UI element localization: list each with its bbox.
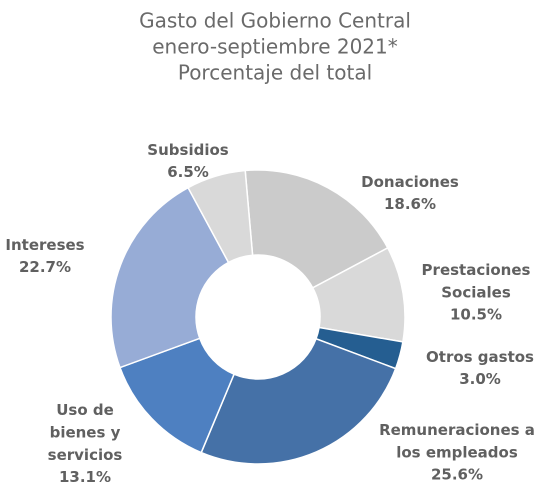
slice (110, 186, 230, 369)
label-line: Uso de (56, 401, 114, 419)
slice-label: Otros gastos (426, 348, 534, 366)
value-label: 25.6% (431, 466, 483, 484)
label-line: Donaciones (361, 173, 459, 191)
label-line: Intereses (5, 236, 84, 254)
value-label: 13.1% (59, 468, 111, 485)
value-label: 3.0% (459, 370, 501, 388)
chart-title: Gasto del Gobierno Central (139, 9, 411, 33)
slice (244, 169, 389, 289)
slice-label: Intereses (5, 236, 84, 254)
label-line: bienes y (50, 423, 121, 441)
chart-title: Porcentaje del total (178, 61, 372, 85)
label-line: los empleados (396, 443, 518, 461)
slice-label: Uso de bienes y servicios (48, 401, 123, 464)
label-line: Prestaciones (422, 261, 531, 279)
value-label: 10.5% (450, 306, 502, 324)
slice (200, 337, 397, 465)
slice-label: Remuneraciones a los empleados (379, 421, 535, 462)
slice-label: Prestaciones Sociales (422, 261, 531, 302)
value-label: 18.6% (384, 195, 436, 213)
slice-label: Subsidios (147, 141, 228, 159)
label-line: Sociales (441, 283, 511, 301)
label-line: Subsidios (147, 141, 228, 159)
value-label: 6.5% (167, 163, 209, 181)
label-line: servicios (48, 446, 123, 464)
value-label: 22.7% (19, 258, 71, 276)
slice-label: Donaciones (361, 173, 459, 191)
label-line: Otros gastos (426, 348, 534, 366)
chart-title: enero-septiembre 2021* (152, 35, 398, 59)
slice (187, 169, 254, 264)
label-line: Remuneraciones a (379, 421, 535, 439)
